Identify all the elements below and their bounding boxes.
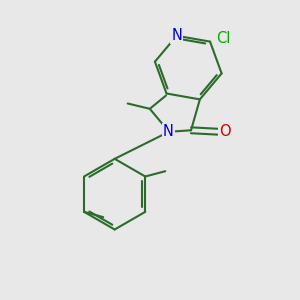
Text: O: O [219,124,231,139]
Text: N: N [163,124,174,139]
Text: Cl: Cl [216,31,230,46]
Text: N: N [171,28,182,43]
